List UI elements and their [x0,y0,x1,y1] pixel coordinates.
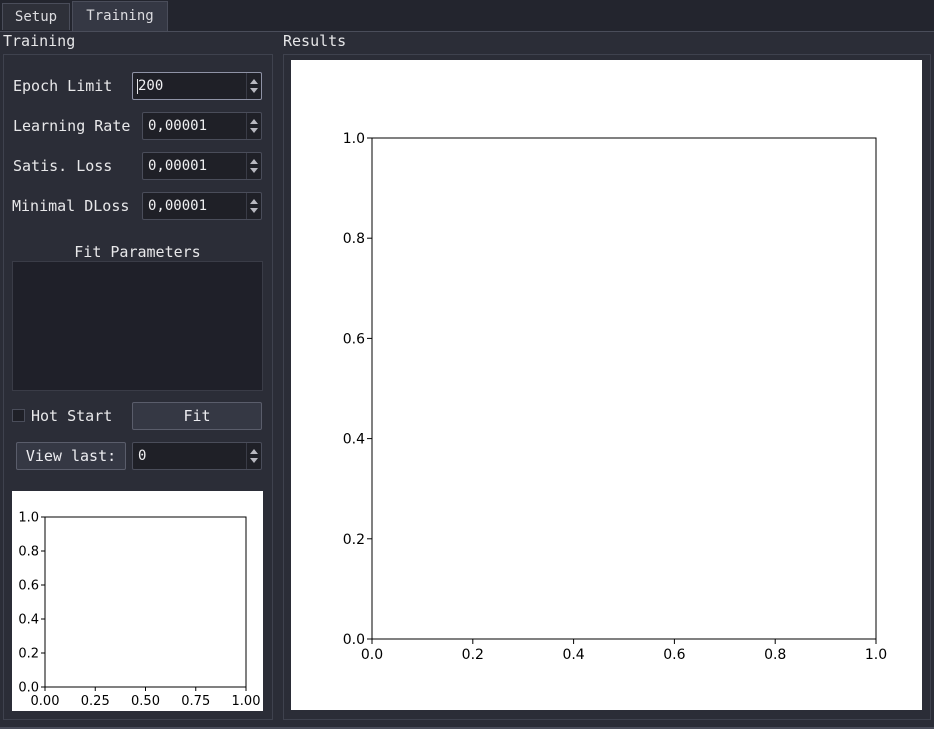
epoch-limit-label: Epoch Limit [13,77,113,95]
y-tick-label: 0.0 [343,632,365,648]
spin-buttons[interactable] [246,153,261,179]
y-tick-label: 0.0 [18,681,39,696]
plot-area [44,516,247,688]
results-chart-panel: 0.0 0.2 0.4 0.6 0.8 1.0 0.0 0.2 0.4 0.6 0.8 1.0 [291,60,922,710]
arrow-down-icon[interactable] [250,168,258,173]
small-chart-panel: 0.00 0.25 0.50 0.75 1.00 0.0 0.2 0.4 0.6 0.8 1.0 [12,491,263,711]
spin-buttons[interactable] [246,193,261,219]
satis-loss-value: 0,00001 [148,158,208,174]
spin-buttons[interactable] [246,113,261,139]
x-tick-label: 0.2 [462,647,484,663]
small-chart: 0.00 0.25 0.50 0.75 1.00 0.0 0.2 0.4 0.6 0.8 1.0 [18,511,261,709]
fit-button[interactable]: Fit [132,402,262,430]
y-tick-label: 1.0 [18,511,39,526]
view-last-spinbox[interactable]: 0 [132,442,262,470]
arrow-down-icon[interactable] [250,128,258,133]
learning-rate-value: 0,00001 [148,118,208,134]
x-tick-label: 0.75 [181,694,210,709]
x-tick-label: 0.25 [81,694,110,709]
x-tick-label: 0.8 [764,647,786,663]
spin-buttons[interactable] [246,73,261,99]
arrow-down-icon[interactable] [250,88,258,93]
training-group-title: Training [3,32,76,50]
view-last-button[interactable]: View last: [16,442,126,470]
epoch-limit-value: 200 [138,78,164,94]
y-tick-label: 0.4 [343,432,365,448]
arrow-up-icon[interactable] [250,449,258,454]
satis-loss-spinbox[interactable]: 0,00001 [142,152,262,180]
arrow-up-icon[interactable] [250,159,258,164]
hot-start-label[interactable]: Hot Start [31,407,113,425]
y-tick-label: 0.4 [18,613,39,628]
x-tick-label: 0.0 [361,647,383,663]
results-group-title: Results [283,32,347,50]
tab-bar: Setup Training [0,0,934,32]
x-tick-label: 0.4 [562,647,584,663]
y-tick-label: 0.6 [18,579,39,594]
epoch-limit-spinbox[interactable]: 200 [132,72,262,100]
y-tick-label: 0.8 [343,231,365,247]
y-tick-label: 0.2 [18,647,39,662]
plot-area [371,137,877,640]
tab-setup[interactable]: Setup [2,3,70,30]
text-caret [137,79,138,94]
y-tick-label: 0.2 [343,532,365,548]
x-tick-label: 1.00 [232,694,261,709]
minimal-dloss-value: 0,00001 [148,198,208,214]
y-tick-label: 0.6 [343,331,365,347]
fit-parameters-list[interactable] [12,261,263,391]
learning-rate-label: Learning Rate [13,117,131,135]
training-group [3,54,273,720]
x-tick-label: 0.00 [31,694,60,709]
y-tick-label: 0.8 [18,545,39,560]
hot-start-checkbox[interactable] [12,409,25,422]
x-tick-label: 0.50 [131,694,160,709]
arrow-up-icon[interactable] [250,119,258,124]
arrow-down-icon[interactable] [250,458,258,463]
results-group [283,54,931,720]
x-tick-label: 1.0 [865,647,887,663]
y-tick-label: 1.0 [343,131,365,147]
minimal-dloss-label: Minimal DLoss [12,197,130,215]
window-bottom-border [0,727,934,729]
x-tick-label: 0.6 [663,647,685,663]
arrow-up-icon[interactable] [250,199,258,204]
satis-loss-label: Satis. Loss [13,157,113,175]
learning-rate-spinbox[interactable]: 0,00001 [142,112,262,140]
tab-training[interactable]: Training [72,1,168,31]
arrow-down-icon[interactable] [250,208,258,213]
fit-parameters-title: Fit Parameters [74,243,201,261]
view-last-value: 0 [138,448,147,464]
minimal-dloss-spinbox[interactable]: 0,00001 [142,192,262,220]
spin-buttons[interactable] [246,443,261,469]
results-chart: 0.0 0.2 0.4 0.6 0.8 1.0 0.0 0.2 0.4 0.6 0.8 1.0 [343,131,887,663]
arrow-up-icon[interactable] [250,79,258,84]
